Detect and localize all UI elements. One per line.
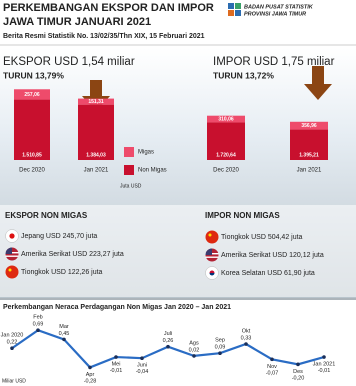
partner-item: Tiongkok USD 504,42 juta (221, 234, 303, 241)
org-name: BADAN PUSAT STATISTIK (244, 4, 314, 10)
point (296, 362, 300, 367)
point (218, 351, 222, 356)
legend-label: Non Migas (138, 168, 167, 174)
x-category-label: Juli (164, 331, 172, 337)
partner-panel (0, 205, 356, 297)
value-label: 0,69 (33, 322, 44, 328)
point (114, 355, 118, 359)
bar-segment (78, 104, 114, 160)
x-tick-label: Dec 2020 (19, 168, 45, 174)
partners-title: EKSPOR NON MIGAS (5, 211, 88, 220)
partners-title: IMPOR NON MIGAS (205, 211, 280, 220)
title-line: PERKEMBANGAN EKSPOR DAN IMPOR (3, 2, 214, 14)
value-label: 0,26 (163, 338, 174, 344)
value-label: -0,28 (84, 378, 97, 384)
line-chart-title: Perkembangan Neraca Perdagangan Non Miga… (3, 304, 231, 311)
title-line: JAWA TIMUR JANUARI 2021 (3, 16, 151, 28)
import-heading: IMPOR USD 1,75 miliar (213, 56, 335, 68)
bar-segment (78, 98, 114, 105)
export-heading: EKSPOR USD 1,54 miliar (3, 56, 135, 68)
x-category-label: Des (293, 369, 303, 375)
x-tick-label: Jan 2021 (84, 168, 109, 174)
export-change: TURUN 13,79% (3, 70, 64, 80)
org-name: PROVINSI JAWA TIMUR (244, 11, 306, 17)
x-tick-label: Dec 2020 (213, 168, 239, 174)
value-label: 0,09 (215, 345, 226, 351)
x-category-label: Mar (59, 324, 69, 330)
partner-item: Jepang USD 245,70 juta (21, 233, 97, 240)
point (62, 337, 66, 342)
point (88, 365, 92, 370)
point (244, 342, 248, 346)
bar-segment (14, 89, 50, 100)
value-label: -0,20 (292, 375, 305, 381)
legend-label: Migas (138, 150, 154, 156)
flags (5, 229, 219, 280)
value-label: -0,01 (110, 368, 123, 374)
bar-segment (290, 121, 328, 130)
value-label: 257,06 (24, 92, 40, 98)
down-arrow (304, 66, 332, 100)
value-label: 1.395,21 (299, 152, 319, 158)
value-label: 310,06 (218, 116, 234, 122)
value-label: 1.384,03 (86, 152, 106, 158)
import-change: TURUN 13,72% (213, 70, 274, 80)
release-note: Berita Resmi Statistik No. 13/02/35/Thn … (3, 33, 205, 40)
x-category-label: Juni (137, 363, 147, 369)
x-category-label: Ags (189, 340, 199, 346)
legend-swatch (124, 147, 134, 157)
bar-segment (14, 99, 50, 160)
bar-segment (207, 122, 245, 160)
x-category-label: Jan 2021 (313, 362, 336, 368)
value-label: 151,31 (88, 99, 104, 105)
x-category-label: Mei (112, 362, 121, 368)
value-label: 0,22 (7, 340, 18, 346)
value-label: 0,33 (241, 335, 252, 341)
value-label: 0,02 (189, 347, 200, 353)
value-label: 1.510,85 (22, 152, 42, 158)
partner-item: Korea Selatan USD 61,90 juta (221, 270, 315, 277)
x-tick-label: Jan 2021 (297, 168, 322, 174)
x-category-label: Jan 2020 (1, 333, 24, 339)
bar-segment (290, 129, 328, 160)
point (270, 357, 274, 362)
value-label: 1.720,64 (216, 152, 236, 158)
partner-item: Amerika Serikat USD 223,27 juta (21, 251, 124, 258)
point (36, 328, 40, 333)
value-label: -0,04 (136, 369, 149, 375)
point (140, 356, 144, 361)
value-label: -0,07 (266, 370, 279, 376)
point (166, 344, 170, 349)
x-category-label: Sep (215, 338, 225, 344)
point (322, 355, 326, 359)
x-category-label: Feb (33, 315, 42, 321)
bar-segment (207, 115, 245, 123)
legend-swatch (124, 165, 134, 175)
partner-item: Tiongkok USD 122,26 juta (21, 269, 103, 276)
value-label: 356,96 (301, 123, 317, 129)
x-category-label: Apr (86, 372, 95, 378)
unit-label: Juta USD (120, 183, 142, 189)
point (10, 346, 14, 351)
unit-label: Miliar USD (2, 378, 26, 384)
point (192, 354, 196, 358)
partner-item: Amerika Serikat USD 120,12 juta (221, 252, 324, 259)
bps-logo (228, 3, 241, 16)
x-category-label: Nov (267, 364, 277, 370)
value-label: 0,45 (59, 331, 70, 337)
value-label: -0,01 (318, 368, 331, 374)
x-category-label: Okt (242, 328, 251, 334)
